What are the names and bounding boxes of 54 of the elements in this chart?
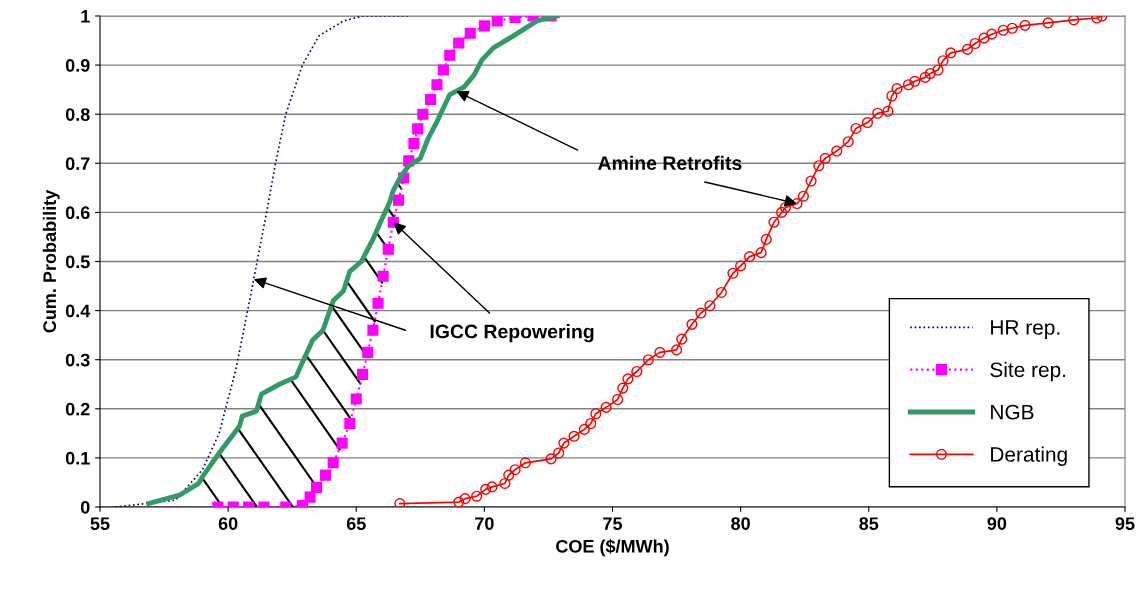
y-tick-label: 0 <box>80 500 90 514</box>
point <box>319 469 332 481</box>
point <box>417 108 429 120</box>
annotation: IGCC Repowering <box>430 324 594 343</box>
x-tick-label: 60 <box>218 517 238 530</box>
x-tick-label: 90 <box>987 517 1007 530</box>
point <box>372 297 384 309</box>
point <box>377 270 389 282</box>
point <box>425 93 437 106</box>
y-tick-label: 0.3 <box>65 353 90 367</box>
point <box>304 491 316 503</box>
point <box>412 123 424 135</box>
point <box>491 16 503 27</box>
point <box>453 37 465 49</box>
legend-label: HR rep. <box>991 320 1060 339</box>
y-tick-label: 0.9 <box>65 59 90 72</box>
point <box>357 368 369 380</box>
y-tick-label: 1 <box>81 10 90 23</box>
y-tick-label: 0.2 <box>65 402 90 416</box>
legend-label: Derating <box>991 446 1067 466</box>
point <box>444 49 456 61</box>
point <box>344 417 356 430</box>
point <box>392 194 405 206</box>
x-tick-label: 75 <box>603 517 623 530</box>
x-tick-label: 80 <box>731 517 750 530</box>
point <box>336 437 348 449</box>
point <box>310 481 323 493</box>
line-series <box>114 16 411 507</box>
y-axis-title: Cum. Probability <box>42 189 60 333</box>
x-axis-title: COE ($/MWh) <box>556 539 669 557</box>
y-tick-label: 0.5 <box>65 255 90 269</box>
point <box>382 243 394 255</box>
x-tick-label: 95 <box>1115 517 1135 530</box>
y-tick-label: 0.4 <box>65 304 91 318</box>
x-tick-label: 55 <box>90 517 110 530</box>
y-tick-label: 0.7 <box>65 157 90 171</box>
y-tick-label: 0.8 <box>65 108 90 121</box>
point <box>367 324 379 336</box>
point <box>431 79 443 91</box>
x-tick-label: 70 <box>475 517 494 530</box>
point <box>437 64 449 76</box>
x-tick-label: 85 <box>859 517 879 530</box>
annotation: Amine Retrofits <box>598 155 742 170</box>
point <box>362 346 374 358</box>
legend-label: NGB <box>991 404 1034 420</box>
x-tick-label: 65 <box>346 517 366 530</box>
y-tick-label: 0.6 <box>65 206 90 220</box>
legend-label: Site rep. <box>990 361 1066 382</box>
point <box>327 457 339 469</box>
y-tick-label: 0.1 <box>65 451 90 465</box>
point <box>408 138 420 150</box>
point <box>478 20 490 32</box>
point <box>350 393 362 405</box>
point <box>464 27 476 39</box>
